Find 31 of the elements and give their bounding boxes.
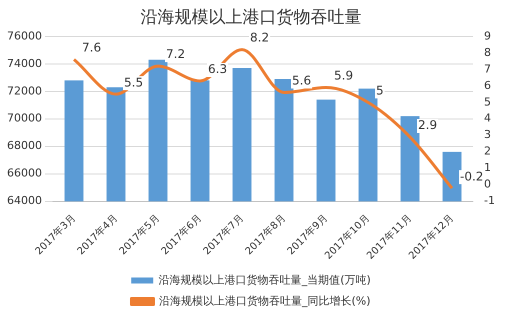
y2-tick-label: 9 xyxy=(484,29,492,42)
y-tick-label: 76000 xyxy=(6,29,42,42)
y2-tick-label: 1 xyxy=(484,161,492,174)
data-label: 5.6 xyxy=(292,74,312,88)
y-tick-label: 64000 xyxy=(6,194,42,208)
y-tick-label: 74000 xyxy=(6,56,42,70)
legend-label: 沿海规模以上港口货物吞吐量_当期值(万吨) xyxy=(158,273,371,286)
y-tick-label: 70000 xyxy=(6,112,42,125)
y-tick-label: 72000 xyxy=(6,84,42,98)
data-label: 7.6 xyxy=(82,40,102,55)
y2-tick-label: 3 xyxy=(484,128,492,142)
data-label: 5 xyxy=(376,84,384,98)
data-label: -0.2 xyxy=(460,169,484,184)
y-tick-label: 66000 xyxy=(6,166,42,180)
y2-tick-label: 2 xyxy=(484,144,492,158)
data-label: 5.5 xyxy=(124,75,144,90)
y2-tick-label: 7 xyxy=(484,62,492,76)
data-label: 8.2 xyxy=(250,30,270,45)
y-tick-label: 68000 xyxy=(6,139,42,152)
y2-tick-label: 0 xyxy=(484,178,492,191)
y2-tick-label: 5 xyxy=(484,95,492,108)
legend-label: 沿海规模以上港口货物吞吐量_同比增长(%) xyxy=(158,294,371,308)
data-label: 7.2 xyxy=(166,47,186,62)
data-label: 6.3 xyxy=(208,62,228,76)
y2-tick-label: 8 xyxy=(484,46,492,59)
y2-tick-label: -1 xyxy=(484,194,495,208)
data-label: 5.9 xyxy=(334,68,354,83)
y2-tick-label: 6 xyxy=(484,78,492,92)
y2-tick-label: 4 xyxy=(484,112,492,125)
data-label: 2.9 xyxy=(418,118,438,132)
chart-title: 沿海规模以上港口货物吞吐量 xyxy=(140,8,362,28)
